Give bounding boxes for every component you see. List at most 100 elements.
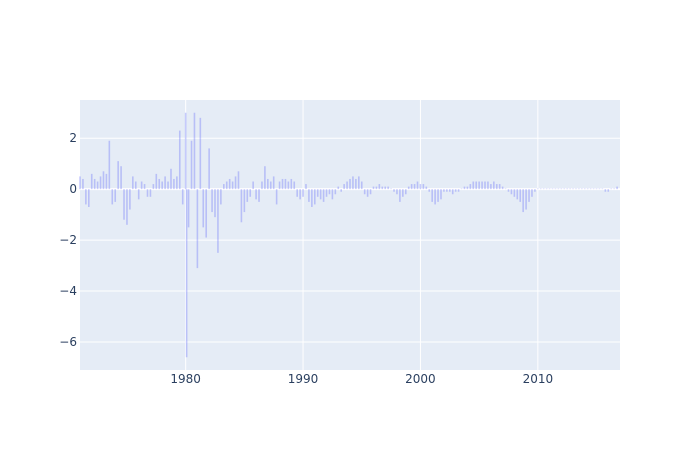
- y-tick-label: −4: [59, 284, 77, 298]
- bar: [88, 189, 90, 207]
- bar: [252, 181, 254, 190]
- bar: [234, 176, 237, 190]
- bar: [281, 178, 284, 190]
- bar: [425, 186, 428, 190]
- bar: [416, 181, 419, 190]
- bar: [187, 189, 190, 228]
- bar: [96, 181, 99, 190]
- bar: [437, 189, 439, 202]
- bar: [134, 181, 137, 190]
- bar: [440, 189, 442, 200]
- bar: [352, 176, 354, 190]
- bar: [246, 189, 249, 202]
- bar: [534, 189, 536, 192]
- bar: [519, 189, 522, 202]
- bar: [90, 173, 93, 190]
- bar: [199, 117, 202, 190]
- bar: [451, 189, 454, 195]
- bar: [490, 184, 492, 190]
- bar: [516, 189, 519, 200]
- bar: [185, 189, 188, 358]
- bar: [554, 188, 557, 190]
- bar: [129, 189, 131, 210]
- bar: [161, 181, 163, 190]
- bar: [325, 189, 328, 197]
- bar: [387, 186, 389, 190]
- bar: [472, 181, 475, 190]
- y-tick-label: −2: [59, 233, 77, 247]
- bar: [296, 189, 298, 197]
- bar: [413, 184, 416, 190]
- bar: [223, 184, 225, 190]
- bar: [308, 189, 310, 202]
- bar: [337, 186, 340, 190]
- bar: [454, 189, 457, 192]
- bar: [117, 161, 119, 190]
- bar: [79, 176, 81, 190]
- bar: [402, 189, 404, 197]
- bar: [575, 188, 577, 190]
- bar: [93, 178, 96, 190]
- bar: [487, 181, 489, 190]
- bar: [463, 186, 466, 190]
- bar: [358, 176, 360, 190]
- bar: [231, 181, 234, 190]
- bar: [82, 178, 84, 190]
- bar: [143, 184, 146, 190]
- bar: [167, 181, 169, 190]
- bar: [569, 188, 571, 190]
- bar: [557, 188, 560, 190]
- bar: [384, 186, 387, 190]
- bar: [237, 171, 240, 190]
- bar: [396, 189, 398, 195]
- bar: [205, 189, 207, 238]
- bar: [264, 166, 266, 190]
- bar: [366, 189, 369, 197]
- bar: [551, 188, 554, 190]
- bar: [105, 173, 108, 190]
- bar: [410, 184, 413, 190]
- bar: [457, 189, 460, 192]
- bar: [196, 189, 199, 269]
- bar: [355, 178, 357, 190]
- bar: [616, 186, 618, 190]
- bar: [114, 189, 117, 202]
- bar: [146, 189, 149, 197]
- bar: [255, 189, 257, 200]
- bar: [572, 188, 574, 190]
- bar: [607, 189, 610, 192]
- bar: [539, 188, 542, 190]
- bar: [275, 189, 278, 205]
- bar: [302, 189, 304, 197]
- bar: [466, 186, 469, 190]
- bars: [79, 112, 618, 358]
- bar: [211, 189, 213, 213]
- bar: [407, 186, 410, 190]
- bar: [164, 176, 166, 190]
- bar: [399, 189, 401, 202]
- bar: [316, 189, 319, 197]
- bar: [498, 184, 501, 190]
- bar: [331, 189, 334, 200]
- bar: [595, 188, 598, 190]
- bar: [240, 189, 243, 223]
- bar: [261, 181, 263, 190]
- bar: [170, 168, 172, 190]
- bar: [372, 186, 375, 190]
- bar: [313, 189, 316, 205]
- bar: [419, 184, 422, 190]
- bar: [566, 188, 568, 190]
- bar: [108, 140, 111, 190]
- bar: [155, 173, 158, 190]
- bar: [178, 130, 181, 190]
- bar: [123, 189, 125, 220]
- bar: [443, 189, 445, 192]
- x-axis-ticks: 1980 1990 2000 2010: [170, 372, 553, 386]
- bar: [278, 181, 281, 190]
- bar: [228, 178, 231, 190]
- bar: [299, 189, 301, 200]
- bar: [322, 189, 325, 202]
- bar: [190, 140, 193, 190]
